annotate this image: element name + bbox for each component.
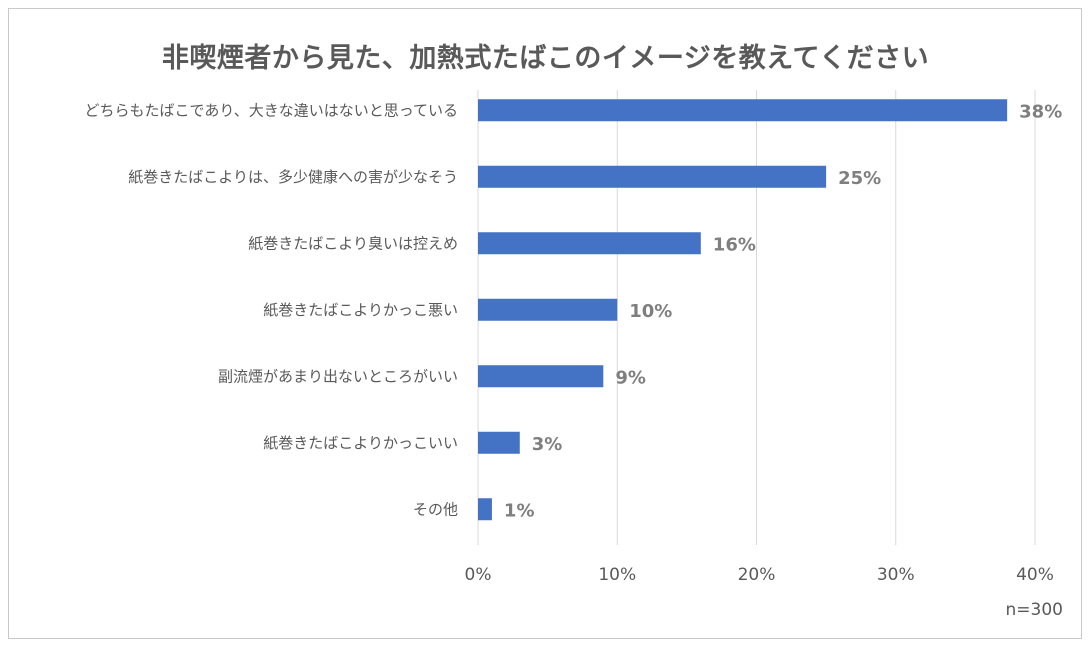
category-label: 紙巻きたばこよりは、多少健康への害が少なそう: [128, 168, 458, 186]
data-label: 10%: [629, 301, 672, 322]
x-tick-label: 10%: [598, 565, 636, 585]
category-label: 紙巻きたばこよりかっこ悪い: [263, 301, 458, 319]
data-label: 3%: [532, 434, 563, 455]
bar: [478, 365, 604, 388]
category-label: 副流煙があまり出ないところがいい: [218, 367, 458, 385]
bar: [478, 431, 520, 454]
x-tick-label: 0%: [465, 565, 492, 585]
data-label: 38%: [1019, 101, 1062, 122]
bar: [478, 99, 1008, 122]
chart-title: 非喫煙者から見た、加熱式たばこのイメージを教えてください: [161, 43, 930, 74]
x-tick-label: 40%: [1016, 565, 1054, 585]
data-label: 9%: [615, 367, 646, 388]
bar: [478, 232, 701, 255]
bar: [478, 298, 618, 321]
bar: [478, 165, 827, 188]
data-label: 25%: [838, 168, 881, 189]
category-label: その他: [413, 500, 458, 518]
category-label: どちらもたばこであり、大きな違いはないと思っている: [84, 101, 458, 119]
x-tick-label: 30%: [877, 565, 915, 585]
bar: [478, 498, 492, 521]
category-label: 紙巻きたばこよりかっこいい: [263, 434, 458, 452]
x-tick-label: 20%: [738, 565, 776, 585]
data-label: 16%: [713, 234, 756, 255]
sample-size-note: n=300: [1005, 600, 1063, 620]
data-label: 1%: [504, 500, 535, 521]
chart-frame: [8, 8, 1082, 639]
category-label: 紙巻きたばこより臭いは控えめ: [248, 234, 458, 252]
